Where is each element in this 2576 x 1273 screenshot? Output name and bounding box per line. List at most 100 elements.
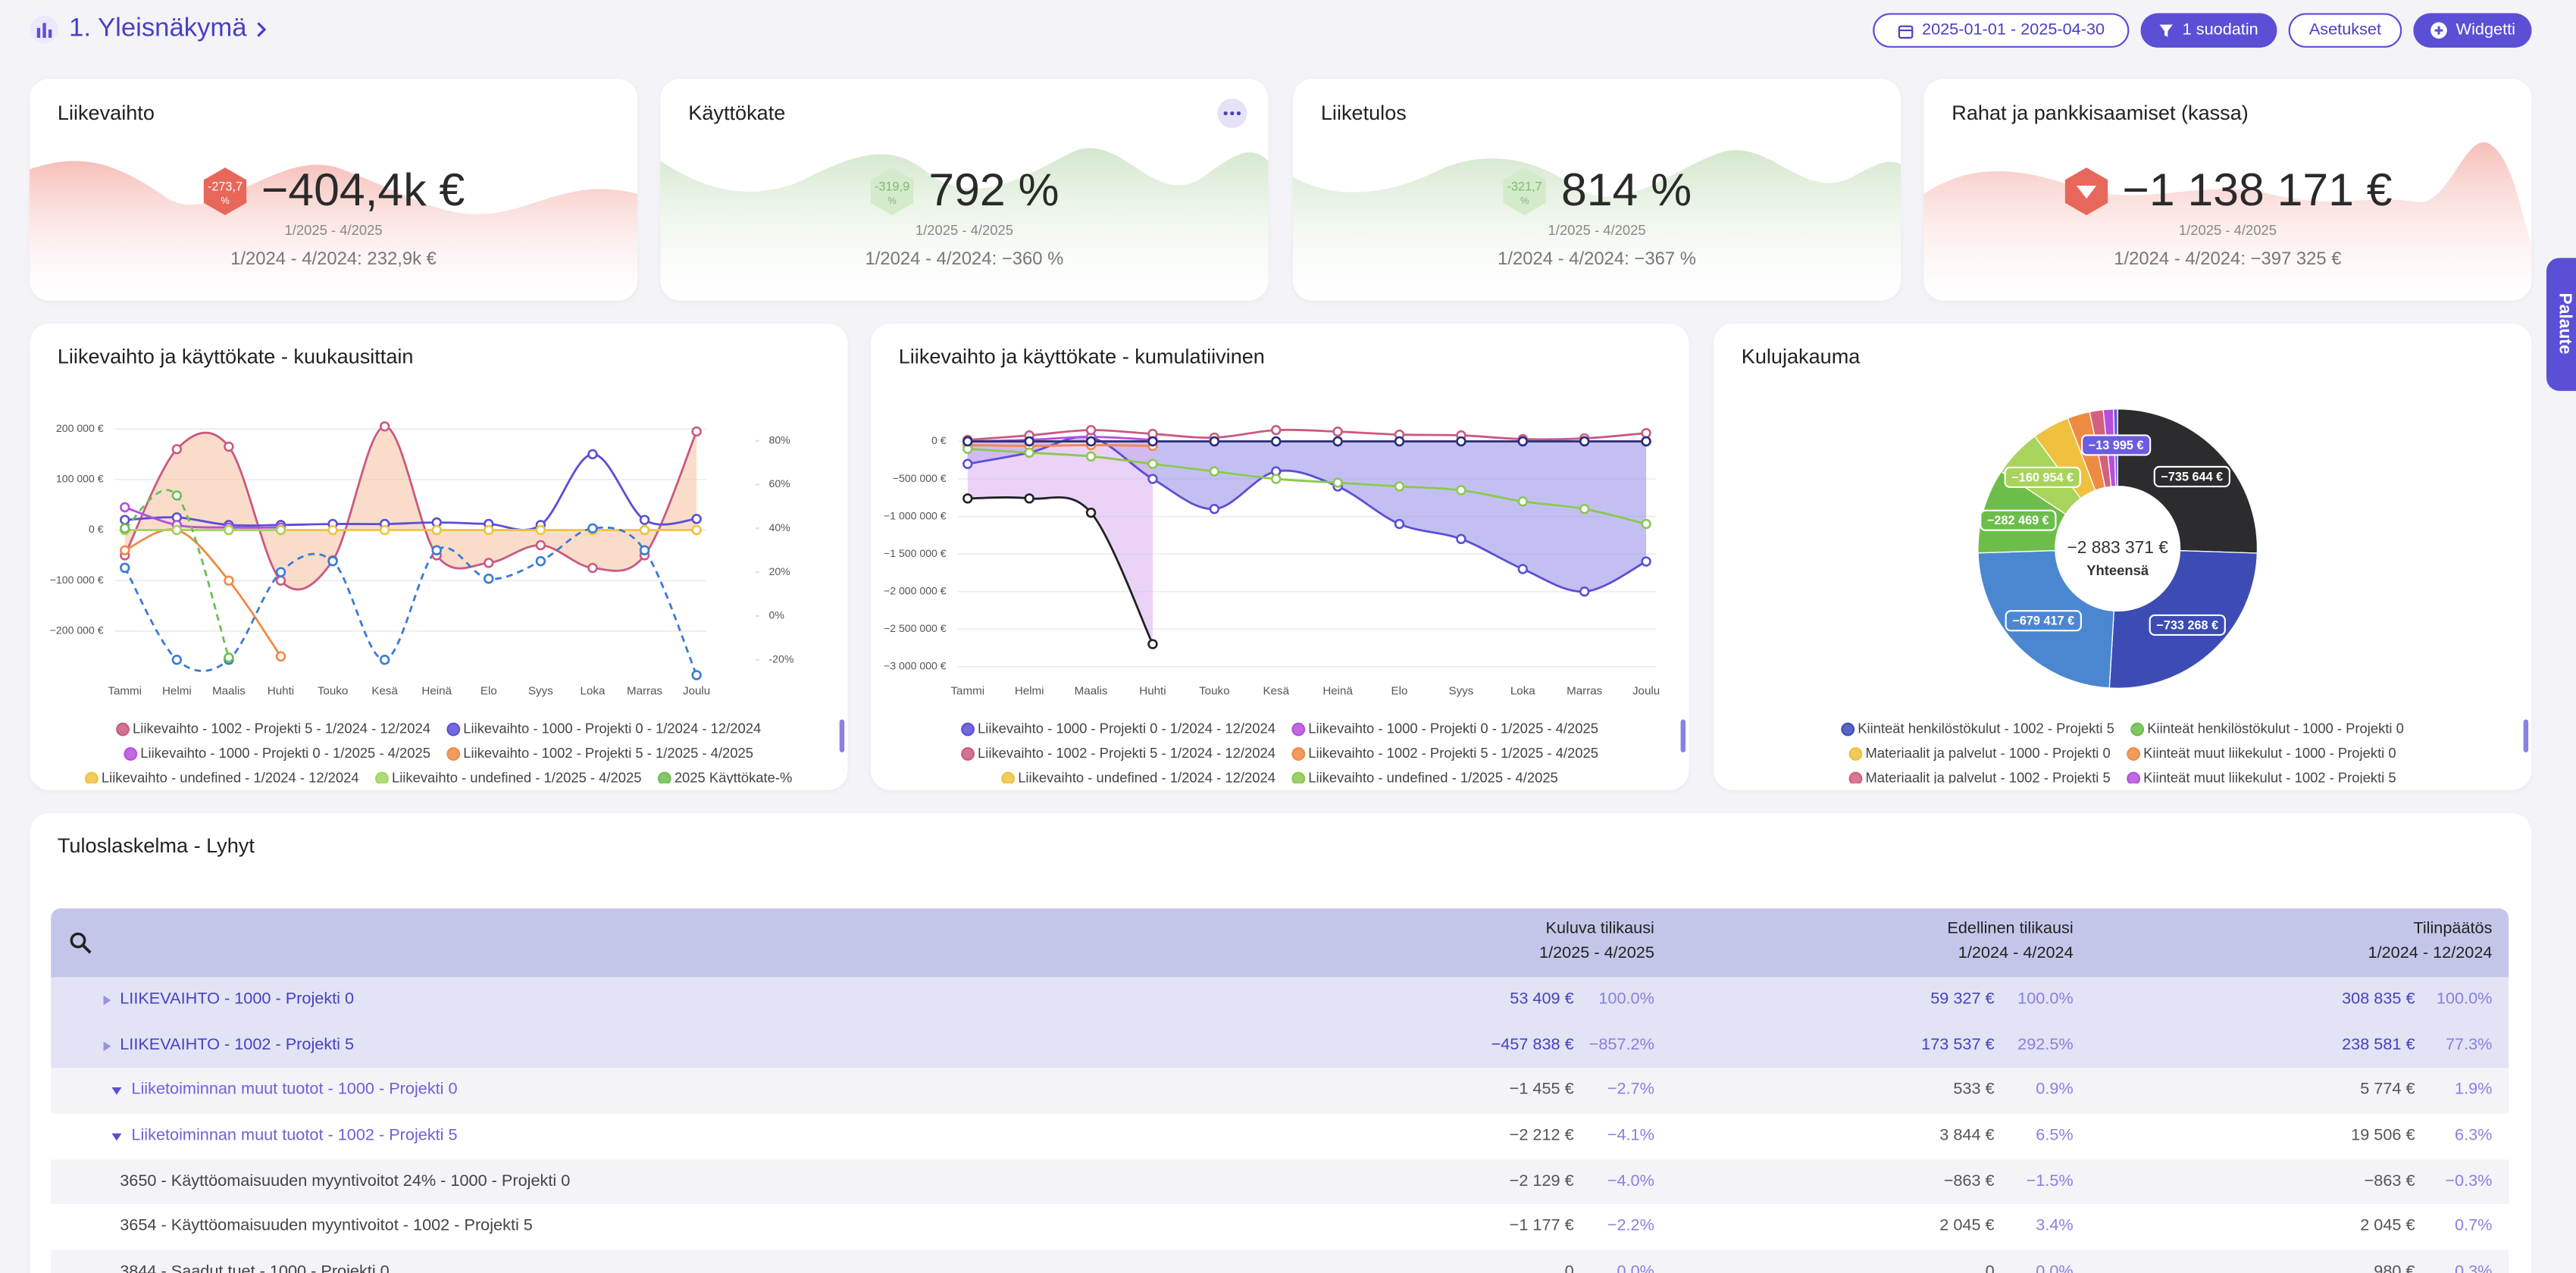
kpi-wave	[1293, 150, 1901, 301]
settings-text: Asetukset	[2308, 21, 2382, 40]
row-toggle[interactable]	[110, 1084, 123, 1097]
table-row	[51, 1068, 2509, 1114]
chart-card	[1713, 324, 2532, 790]
search-lens	[70, 932, 86, 949]
kpi-background	[660, 148, 1269, 301]
badge-hexagon	[204, 167, 247, 214]
cell-amount: 59 327 €	[1930, 990, 1995, 1009]
badge-hexagon	[1504, 167, 1547, 214]
badge-unit: %	[221, 194, 230, 205]
kpi-value-row: −1 138 171 €	[1923, 161, 2531, 220]
row-label: Liiketoiminnan muut tuotot - 1002 - Proj…	[131, 1126, 458, 1145]
cell-amount: 173 537 €	[1921, 1035, 1995, 1054]
row-label: LIIKEVAIHTO - 1002 - Projekti 5	[120, 1035, 355, 1054]
kpi-value-row: -319,9% 792 %	[660, 161, 1268, 220]
cell-percent: 0.0%	[1617, 1263, 1654, 1273]
row-label: 3650 - Käyttöomaisuuden myyntivoitot 24%…	[120, 1171, 571, 1190]
app-icon	[30, 15, 58, 44]
kpi-wave	[30, 161, 638, 301]
chart-card	[30, 324, 848, 790]
kpi-title: Käyttökate	[688, 102, 786, 125]
title-chevron[interactable]	[253, 20, 270, 39]
cell-amount: 2 045 €	[2360, 1218, 2415, 1236]
cell-amount: −457 838 €	[1491, 1035, 1574, 1054]
cell-amount: 533 €	[1953, 1081, 1995, 1099]
cell-amount: 308 835 €	[2342, 990, 2415, 1009]
chart-card	[870, 324, 1689, 790]
plus-icon	[2430, 22, 2447, 39]
badge-text: -321,7	[1507, 179, 1542, 192]
kpi-badge: -273,7%	[204, 167, 247, 214]
table-header	[51, 908, 2509, 977]
badge-arrow	[2076, 184, 2096, 199]
cell-amount: −1 177 €	[1509, 1218, 1574, 1236]
search-icon[interactable]	[69, 931, 92, 954]
cell-percent: −857.2%	[1588, 1035, 1654, 1054]
badge-text: -273,7	[208, 179, 243, 192]
more-dot	[1236, 111, 1241, 116]
cell-amount: 53 409 €	[1510, 990, 1574, 1009]
search-handle	[82, 944, 92, 954]
cell-amount: 238 581 €	[2342, 1035, 2415, 1054]
column-period: 1/2024 - 4/2024	[1958, 944, 2074, 963]
column-name: Kuluva tilikausi	[1545, 919, 1654, 938]
row-label: LIIKEVAIHTO - 1000 - Projekti 0	[120, 990, 355, 1009]
kpi-value-row: -321,7% 814 %	[1293, 161, 1901, 220]
cell-amount: 2 045 €	[1939, 1218, 1995, 1236]
kpi-card: Rahat ja pankkisaamiset (kassa) −1 138 17…	[1923, 79, 2532, 301]
cell-percent: −1.5%	[2026, 1171, 2074, 1190]
row-toggle[interactable]	[110, 1130, 123, 1143]
kpi-value: 792 %	[928, 164, 1060, 215]
feedback-tab[interactable]: Palaute	[2546, 258, 2576, 391]
toggle-arrow	[103, 995, 111, 1006]
kpi-card: Käyttökate -319,9% 792 % 1/2025 - 4/2025 1/2…	[660, 79, 1269, 301]
kpi-wave	[1923, 142, 2532, 301]
row-toggle[interactable]	[100, 993, 113, 1006]
cell-percent: 292.5%	[2017, 1035, 2074, 1054]
badge-unit: %	[1521, 194, 1530, 205]
kpi-card: Liiketulos -321,7% 814 % 1/2025 - 4/2025 1/2…	[1293, 79, 1901, 301]
column-period: 1/2025 - 4/2025	[1539, 944, 1654, 963]
cell-amount: −863 €	[1943, 1171, 1995, 1190]
widget-button[interactable]: Widgetti	[2413, 13, 2532, 48]
row-label: 3844 - Saadut tuet - 1000 - Projekti 0	[120, 1263, 390, 1273]
filter-button[interactable]: 1 suodatin	[2140, 13, 2277, 48]
cell-percent: −2.2%	[1607, 1218, 1654, 1236]
kpi-background	[1293, 150, 1901, 301]
cell-amount: 0	[1564, 1263, 1574, 1273]
cell-percent: 100.0%	[2017, 990, 2074, 1009]
widget-text: Widgetti	[2455, 21, 2515, 40]
kpi-badge: -321,7%	[1504, 167, 1547, 214]
kpi-title: Rahat ja pankkisaamiset (kassa)	[1952, 102, 2249, 125]
filter-icon	[2160, 24, 2174, 37]
badge-text: -319,9	[875, 179, 910, 192]
toggle-arrow	[103, 1040, 111, 1051]
kpi-period: 1/2025 - 4/2025	[915, 221, 1014, 239]
page-title: 1. Yleisnäkymä	[69, 14, 247, 43]
settings-button[interactable]: Asetukset	[2288, 13, 2402, 48]
calendar-icon	[1898, 24, 1914, 38]
cell-amount: 980 €	[2374, 1263, 2415, 1273]
cell-amount: 5 774 €	[2360, 1081, 2415, 1099]
cell-amount: −863 €	[2364, 1171, 2415, 1190]
row-toggle[interactable]	[100, 1039, 113, 1052]
date-range-button[interactable]: 2025-01-01 - 2025-04-30	[1873, 13, 2130, 48]
cell-amount: −1 455 €	[1509, 1081, 1574, 1099]
cell-percent: −4.0%	[1607, 1171, 1654, 1190]
cell-amount: 3 844 €	[1939, 1126, 1995, 1145]
cell-percent: −0.3%	[2445, 1171, 2493, 1190]
cell-percent: 0.9%	[2036, 1081, 2074, 1099]
cell-amount: −2 129 €	[1509, 1171, 1574, 1190]
kpi-value: 814 %	[1560, 164, 1692, 215]
cell-percent: 3.4%	[2036, 1218, 2074, 1236]
more-dot	[1223, 111, 1228, 116]
cell-percent: 6.3%	[2455, 1126, 2493, 1145]
toggle-arrow	[111, 1087, 122, 1096]
more-dot	[1230, 111, 1235, 116]
more-button[interactable]	[1216, 97, 1248, 130]
table-row	[51, 1205, 2509, 1251]
cell-percent: 0.7%	[2455, 1218, 2493, 1236]
date-range-text: 2025-01-01 - 2025-04-30	[1922, 21, 2105, 40]
